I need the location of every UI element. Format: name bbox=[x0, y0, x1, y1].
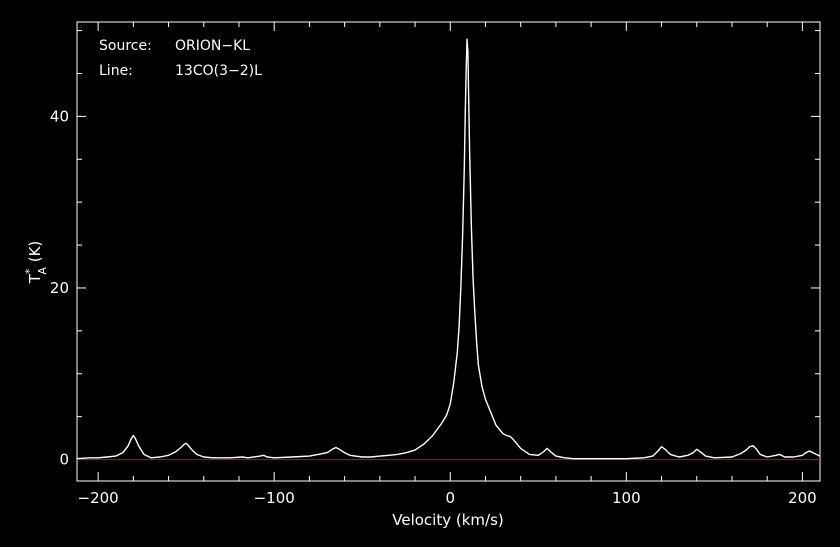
line-value: 13CO(3−2)L bbox=[175, 63, 262, 79]
x-tick-label: −200 bbox=[78, 489, 119, 507]
y-axis-label-sup: * bbox=[23, 268, 36, 274]
spectrum-line bbox=[76, 38, 821, 460]
y-tick-labels: 0 20 40 bbox=[50, 107, 69, 468]
x-tick-label: 100 bbox=[612, 489, 641, 507]
plot-frame bbox=[76, 21, 821, 482]
line-key: Line: bbox=[99, 63, 133, 79]
x-tick-label: 0 bbox=[445, 489, 455, 507]
x-tick-labels: −200 −100 0 100 200 bbox=[78, 489, 817, 507]
svg-text:T*A (K): T*A (K) bbox=[23, 241, 49, 285]
x-tick-label: 200 bbox=[788, 489, 817, 507]
x-tick-label: −100 bbox=[254, 489, 295, 507]
x-axis-label: Velocity (km/s) bbox=[392, 511, 503, 529]
source-value: ORION−KL bbox=[175, 38, 250, 54]
source-key: Source: bbox=[99, 38, 152, 54]
y-axis-label-unit: (K) bbox=[26, 241, 44, 267]
y-tick-label: 40 bbox=[50, 107, 69, 125]
y-axis-label: T*A (K) bbox=[23, 241, 49, 285]
y-tick-label: 0 bbox=[59, 451, 69, 469]
y-axis-label-base: T bbox=[26, 273, 44, 284]
y-tick-label: 20 bbox=[50, 279, 69, 297]
y-axis-label-sub: A bbox=[36, 267, 49, 275]
